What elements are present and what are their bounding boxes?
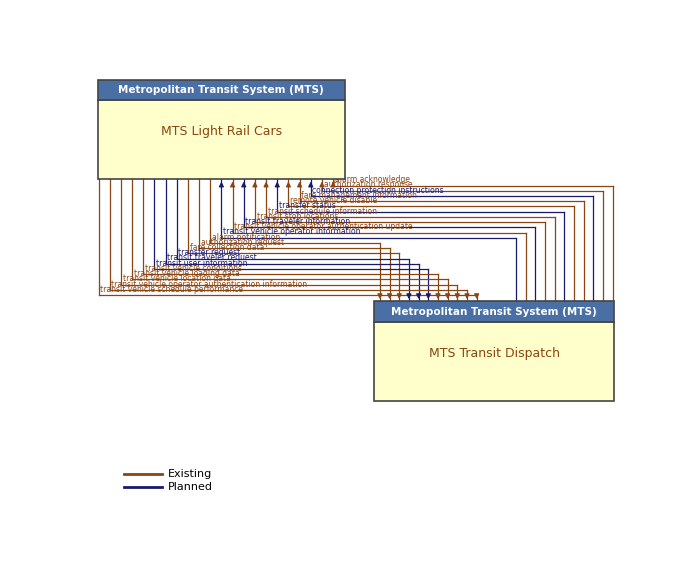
Text: transit vehicle operator authentication information: transit vehicle operator authentication … xyxy=(111,279,307,289)
Text: transit schedule information: transit schedule information xyxy=(268,206,377,216)
Text: Planned: Planned xyxy=(167,482,212,492)
Text: connection protection instructions: connection protection instructions xyxy=(312,186,444,195)
Bar xyxy=(97,100,345,179)
Text: transit user information: transit user information xyxy=(156,259,248,268)
Bar xyxy=(97,79,345,100)
Text: transit vehicle operator information: transit vehicle operator information xyxy=(223,228,360,236)
Text: transit vehicle location data: transit vehicle location data xyxy=(123,275,230,283)
Bar xyxy=(375,302,613,322)
Text: transit vehicle conditions: transit vehicle conditions xyxy=(145,264,242,273)
Text: remote vehicle disable: remote vehicle disable xyxy=(290,196,377,205)
Text: Metropolitan Transit System (MTS): Metropolitan Transit System (MTS) xyxy=(391,307,597,317)
Text: transit traveler information: transit traveler information xyxy=(246,217,350,226)
Text: transit vehicle loading data: transit vehicle loading data xyxy=(134,269,239,278)
Text: Metropolitan Transit System (MTS): Metropolitan Transit System (MTS) xyxy=(119,85,324,95)
Text: transfer request: transfer request xyxy=(178,248,241,257)
Text: transit vehicle operator authentication update: transit vehicle operator authentication … xyxy=(234,222,413,231)
Text: authorization response: authorization response xyxy=(323,181,412,189)
Text: transit traveler request: transit traveler request xyxy=(167,253,257,262)
Text: fare management information: fare management information xyxy=(301,191,417,200)
Text: Existing: Existing xyxy=(167,469,212,479)
Text: authorization request: authorization request xyxy=(201,238,284,247)
Text: MTS Transit Dispatch: MTS Transit Dispatch xyxy=(429,347,559,360)
Text: transit stop locations: transit stop locations xyxy=(257,212,338,220)
Text: alarm acknowledge: alarm acknowledge xyxy=(335,175,409,184)
Bar xyxy=(375,322,613,401)
Text: transfer status: transfer status xyxy=(279,201,336,211)
Text: transit vehicle schedule performance: transit vehicle schedule performance xyxy=(100,285,243,294)
Text: MTS Light Rail Cars: MTS Light Rail Cars xyxy=(160,125,282,138)
Text: fare collection data: fare collection data xyxy=(189,243,264,252)
Text: alarm notification: alarm notification xyxy=(212,233,280,242)
